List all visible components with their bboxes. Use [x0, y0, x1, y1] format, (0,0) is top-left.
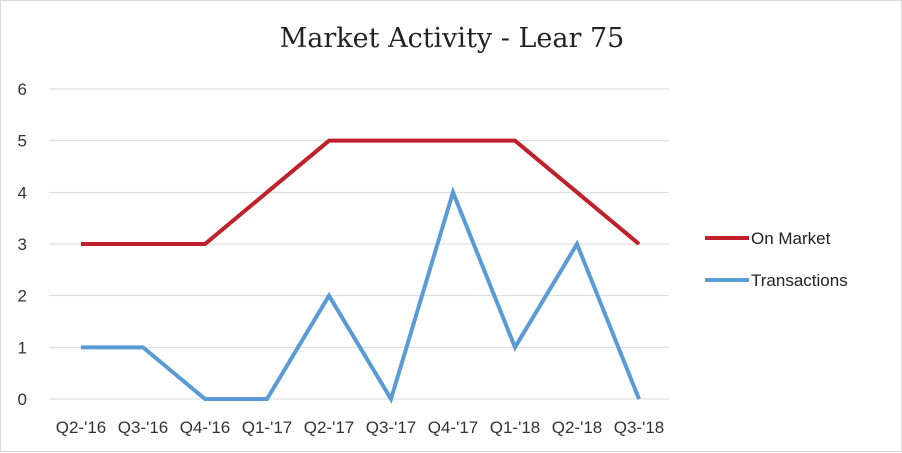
data-point — [80, 346, 82, 348]
data-point — [638, 398, 640, 400]
y-tick-label: 1 — [18, 338, 27, 357]
legend-label-1: On Market — [751, 229, 831, 248]
series-line-1 — [81, 138, 641, 246]
x-tick-label: Q1-'18 — [490, 418, 541, 437]
data-point — [328, 140, 330, 142]
legend: On Market Transactions — [705, 229, 848, 290]
y-axis-ticks: 0 1 2 3 4 5 6 — [18, 80, 27, 409]
y-tick-label: 0 — [18, 390, 27, 409]
y-tick-label: 5 — [18, 132, 27, 151]
y-tick-label: 2 — [18, 287, 27, 306]
y-tick-label: 6 — [18, 80, 27, 99]
x-tick-label: Q4-'16 — [180, 418, 231, 437]
x-axis-ticks: Q2-'16 Q3-'16 Q4-'16 Q1-'17 Q2-'17 Q3-'17 Q4-'… — [56, 418, 665, 437]
x-tick-label: Q2-'17 — [304, 418, 355, 437]
y-tick-label: 3 — [18, 235, 27, 254]
data-point — [638, 243, 640, 245]
data-point — [204, 398, 206, 400]
data-point — [266, 191, 268, 193]
series-lines — [80, 138, 641, 404]
x-tick-label: Q2-'18 — [552, 418, 603, 437]
x-tick-label: Q4-'17 — [428, 418, 479, 437]
data-point — [390, 398, 392, 400]
x-tick-label: Q3-'17 — [366, 418, 417, 437]
data-point — [514, 346, 516, 348]
x-tick-label: Q3-'18 — [614, 418, 665, 437]
x-tick-label: Q1-'17 — [242, 418, 293, 437]
data-point — [514, 140, 516, 142]
x-tick-label: Q2-'16 — [56, 418, 107, 437]
x-tick-label: Q3-'16 — [118, 418, 169, 437]
data-point — [452, 140, 454, 142]
data-point — [266, 398, 268, 400]
chart-title: Market Activity - Lear 75 — [279, 23, 625, 54]
data-point — [142, 243, 144, 245]
data-point — [390, 140, 392, 142]
data-point — [80, 243, 82, 245]
series-line-2 — [81, 186, 641, 404]
data-point — [576, 243, 578, 245]
data-point — [452, 191, 454, 193]
data-point — [142, 346, 144, 348]
data-point — [328, 295, 330, 297]
y-tick-label: 4 — [18, 183, 27, 202]
data-point — [576, 191, 578, 193]
legend-label-2: Transactions — [751, 271, 848, 290]
data-point — [204, 243, 206, 245]
